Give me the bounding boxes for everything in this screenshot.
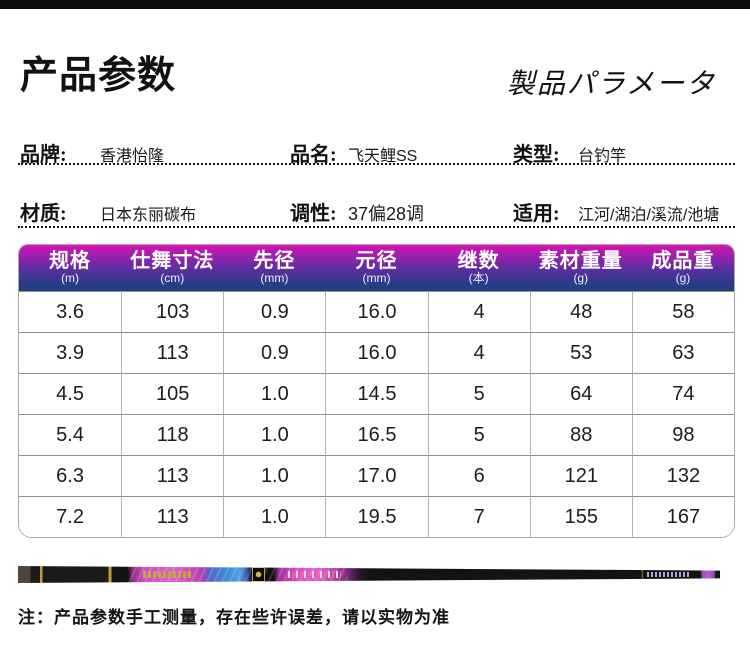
table-cell: 113 xyxy=(121,455,224,496)
table-cell: 4 xyxy=(427,332,530,373)
table-cell: 118 xyxy=(121,414,224,455)
table-cell: 1.0 xyxy=(223,455,326,496)
table-cell: 167 xyxy=(631,496,734,537)
spec-value-product-name: 飞天鲤SS xyxy=(348,148,418,165)
spec-table-body: 3.6 103 0.9 16.0 4 48 58 3.9 113 0.9 16.… xyxy=(19,291,734,537)
spec-label-action: 调性: xyxy=(290,203,337,225)
table-cell: 7.2 xyxy=(19,496,122,537)
table-cell: 3.9 xyxy=(19,332,122,373)
table-cell: 5 xyxy=(427,373,530,414)
table-cell: 19.5 xyxy=(325,496,428,537)
table-cell: 1.0 xyxy=(223,414,326,455)
table-cell: 155 xyxy=(529,496,632,537)
rod-decor-texture xyxy=(128,566,348,583)
table-cell: 132 xyxy=(631,455,734,496)
table-cell: 5.4 xyxy=(19,414,122,455)
spec-table: 规格 (m) 仕舞寸法 (cm) 先径 (mm) 元径 (mm) 继数 (本) … xyxy=(18,244,735,538)
spec-value-material: 日本东丽碳布 xyxy=(100,207,197,224)
top-border-bar xyxy=(0,0,750,9)
page-subtitle-japanese: 製品パラメータ xyxy=(506,67,716,100)
table-cell: 53 xyxy=(529,332,632,373)
rod-logo-left xyxy=(142,571,191,578)
table-cell: 48 xyxy=(529,291,632,332)
table-cell: 7 xyxy=(427,496,530,537)
spec-label-type: 类型: xyxy=(513,144,560,166)
table-cell: 16.5 xyxy=(325,414,428,455)
table-cell: 103 xyxy=(121,291,224,332)
header-cell-blank-weight: 素材重量 (g) xyxy=(538,250,623,285)
rod-brand-right xyxy=(646,572,691,577)
header-cell-finished-weight: 成品重 (g) xyxy=(651,250,715,285)
spec-label-product-name: 品名: xyxy=(290,144,337,166)
product-rod-image xyxy=(18,566,720,583)
table-cell: 98 xyxy=(631,414,734,455)
measurement-note: 注：产品参数手工测量，存在些许误差，请以实物为准 xyxy=(18,608,450,627)
header-cell-butt-diameter: 元径 (mm) xyxy=(355,250,398,285)
spec-label-usage: 适用: xyxy=(513,203,560,225)
header-cell-size: 规格 (m) xyxy=(49,250,92,285)
table-cell: 58 xyxy=(631,291,734,332)
spec-table-header: 规格 (m) 仕舞寸法 (cm) 先径 (mm) 元径 (mm) 继数 (本) … xyxy=(19,245,734,291)
header-cell-closed-length: 仕舞寸法 (cm) xyxy=(130,250,215,285)
table-cell: 4.5 xyxy=(19,373,122,414)
page-title: 产品参数 xyxy=(20,55,177,97)
table-cell: 0.9 xyxy=(223,291,326,332)
spec-label-material: 材质: xyxy=(20,203,67,225)
table-cell: 0.9 xyxy=(223,332,326,373)
table-cell: 16.0 xyxy=(325,291,428,332)
table-cell: 88 xyxy=(529,414,632,455)
spec-value-brand: 香港怡隆 xyxy=(100,148,165,165)
table-cell: 74 xyxy=(631,373,734,414)
table-cell: 6.3 xyxy=(19,455,122,496)
rod-logo-mid xyxy=(288,571,341,578)
spec-label-brand: 品牌: xyxy=(20,144,67,166)
table-cell: 16.0 xyxy=(325,332,428,373)
table-cell: 121 xyxy=(529,455,632,496)
table-cell: 4 xyxy=(427,291,530,332)
table-cell: 113 xyxy=(121,496,224,537)
table-cell: 5 xyxy=(427,414,530,455)
rod-gold-emblem xyxy=(252,567,266,582)
table-cell: 63 xyxy=(631,332,734,373)
table-cell: 1.0 xyxy=(223,373,326,414)
header-cell-sections: 继数 (本) xyxy=(457,250,500,285)
table-cell: 3.6 xyxy=(19,291,122,332)
table-cell: 113 xyxy=(121,332,224,373)
header-cell-tip-diameter: 先径 (mm) xyxy=(253,250,296,285)
table-cell: 14.5 xyxy=(325,373,428,414)
table-cell: 105 xyxy=(121,373,224,414)
table-cell: 1.0 xyxy=(223,496,326,537)
table-cell: 6 xyxy=(427,455,530,496)
divider-dotted-line xyxy=(18,163,735,165)
divider-dotted-line xyxy=(18,226,735,228)
spec-value-usage: 江河/湖泊/溪流/池塘 xyxy=(578,207,720,224)
spec-value-type: 台钓竿 xyxy=(578,148,627,165)
table-cell: 17.0 xyxy=(325,455,428,496)
spec-value-action: 37偏28调 xyxy=(348,204,425,224)
table-cell: 64 xyxy=(529,373,632,414)
